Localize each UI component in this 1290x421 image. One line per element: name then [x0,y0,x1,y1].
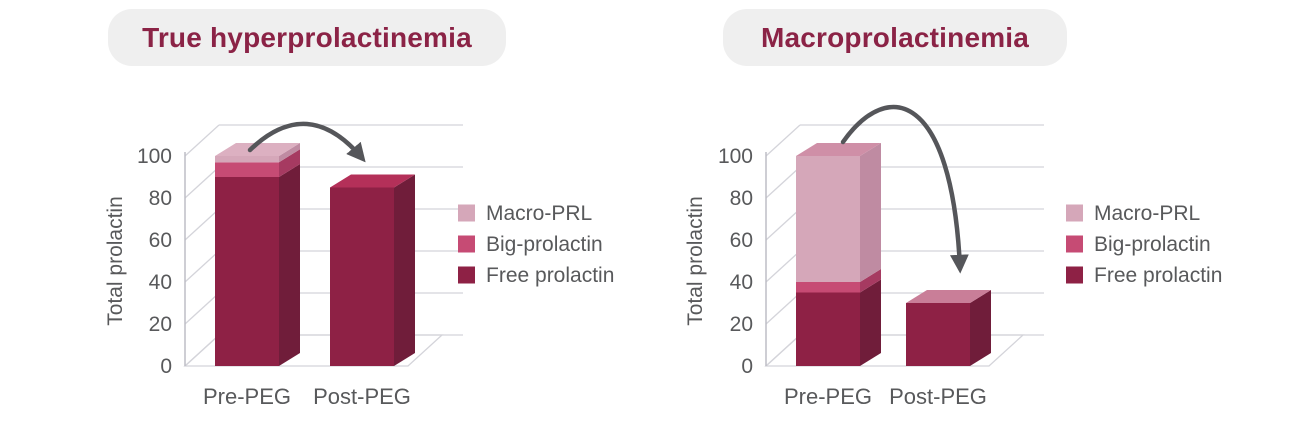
legend-swatch-Free prolactin [458,266,475,284]
gridline-diagonal [765,166,801,199]
y-tick-label: 80 [149,187,172,210]
bar-top-Pre-PEG [215,143,300,156]
bar-side-Post-PEG-Free prolactin [394,174,415,366]
y-tick-label: 0 [741,355,753,378]
gridline-diagonal [184,250,220,283]
legend-label: Big-prolactin [1094,233,1211,256]
y-tick-label: 60 [149,229,172,252]
y-axis-title: Total prolactin [684,196,707,326]
bar-segment-Post-PEG-Free prolactin [906,303,970,366]
bar-segment-Post-PEG-Free prolactin [330,187,394,366]
chart-title-macroprolactinemia: Macroprolactinemia [760,21,1030,53]
y-tick-label: 60 [730,229,753,252]
bar-segment-Pre-PEG-Free prolactin [215,177,279,366]
bar-segment-Pre-PEG-Macro-PRL [796,156,860,282]
chart-title-true-hyperprolactinemia: True hyperprolactinemia [142,21,472,53]
pre-to-post-arrow [247,121,366,163]
chart-macroprolactinemia: Pre-PEG Post-PEG 0 20 40 60 80 100 Total prolact… [684,104,1222,409]
bar-segment-Pre-PEG-Macro-PRL [215,156,279,163]
bar-segment-Pre-PEG-Big-prolactin [215,162,279,177]
legend-label: Free prolactin [1094,264,1222,287]
gridline-diagonal [184,124,220,157]
legend-swatch-Free prolactin [1066,266,1083,284]
y-tick-label: 0 [160,355,172,378]
x-category-label: Pre-PEG [203,384,291,409]
bar-side-Pre-PEG-Big-prolactin [860,269,881,293]
bar-side-Pre-PEG-Macro-PRL [860,143,881,282]
bar-segment-Pre-PEG-Big-prolactin [796,282,860,293]
x-category-label: Pre-PEG [784,384,872,409]
x-category-label: Post-PEG [889,384,987,409]
chart-title-pill-macroprolactinemia: Macroprolactinemia [723,9,1067,66]
y-tick-label: 100 [137,145,172,168]
gridline-diagonal [765,292,801,325]
legend-swatch-Macro-PRL [1066,204,1083,222]
y-tick-label: 100 [718,145,753,168]
gridline-diagonal [765,208,801,241]
bar-top-Pre-PEG [796,143,881,156]
y-tick-label: 80 [730,187,753,210]
y-axis-title: Total prolactin [104,196,127,326]
bar-segment-Pre-PEG-Free prolactin [796,292,860,366]
pre-to-post-arrow [840,104,969,274]
bar-side-Pre-PEG-Macro-PRL [279,143,300,163]
y-tick-label: 40 [149,271,172,294]
y-tick-label: 20 [730,313,753,336]
x-category-label: Post-PEG [313,384,411,409]
bar-side-Pre-PEG-Free prolactin [279,164,300,366]
legend-swatch-Big-prolactin [458,235,475,253]
bar-top-Post-PEG [906,290,991,303]
legend-label: Big-prolactin [486,233,603,256]
bar-side-Post-PEG-Free prolactin [970,290,991,366]
legend-swatch-Macro-PRL [458,204,475,222]
gridline-diagonal [184,166,220,199]
gridline-diagonal [184,208,220,241]
gridline-diagonal [765,124,801,157]
y-tick-label: 40 [730,271,753,294]
chart-true-hyperprolactinemia: Pre-PEG Post-PEG 0 20 40 60 80 100 Total prolact… [104,121,614,409]
legend-label: Macro-PRL [1094,202,1200,225]
y-tick-label: 20 [149,313,172,336]
bar-side-Pre-PEG-Big-prolactin [279,149,300,177]
bar-side-Pre-PEG-Free prolactin [860,279,881,366]
bar-top-Post-PEG [330,174,415,188]
legend-label: Macro-PRL [486,202,592,225]
legend-swatch-Big-prolactin [1066,235,1083,253]
gridline-diagonal [184,292,220,325]
chart-title-pill-true-hyperprolactinemia: True hyperprolactinemia [108,9,506,66]
gridline-diagonal [765,250,801,283]
legend-label: Free prolactin [486,264,614,287]
